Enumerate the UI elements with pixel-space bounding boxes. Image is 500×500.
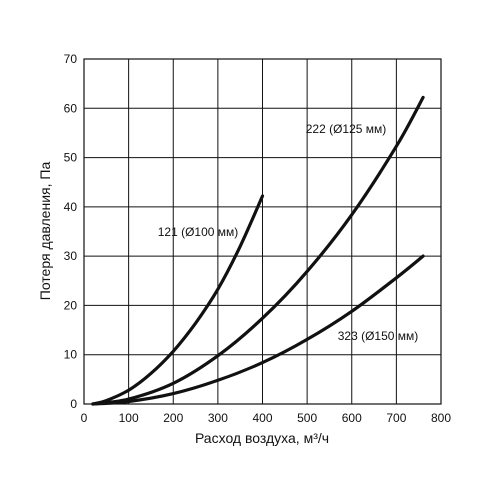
series-line (91, 254, 425, 406)
y-tick-label: 10 (64, 348, 78, 362)
y-tick-label: 0 (70, 397, 77, 411)
y-tick-label: 30 (64, 249, 78, 263)
x-axis-ticks: 0 100 200 300 400 500 600 700 800 (81, 411, 452, 425)
series-layer (91, 95, 425, 406)
series-label: 121 (Ø100 мм) (158, 225, 239, 239)
y-tick-label: 20 (64, 298, 78, 312)
x-tick-label: 800 (431, 411, 451, 425)
y-axis-ticks: 0 10 20 30 40 50 60 70 (64, 52, 78, 411)
y-tick-label: 40 (64, 200, 78, 214)
x-tick-label: 200 (163, 411, 183, 425)
x-tick-label: 300 (208, 411, 228, 425)
series-labels: 121 (Ø100 мм) 222 (Ø125 мм) 323 (Ø150 мм) (158, 122, 419, 343)
x-tick-label: 0 (81, 411, 88, 425)
x-tick-label: 600 (342, 411, 362, 425)
series-line (91, 194, 265, 406)
series-line (91, 95, 425, 406)
x-tick-label: 700 (386, 411, 406, 425)
series-label: 222 (Ø125 мм) (306, 122, 387, 136)
y-tick-label: 70 (64, 52, 78, 66)
grid (84, 59, 441, 404)
x-axis-label: Расход воздуха, м³/ч (195, 430, 329, 446)
x-tick-label: 500 (297, 411, 317, 425)
plot-frame (83, 58, 442, 405)
x-tick-label: 100 (119, 411, 139, 425)
y-axis-label: Потеря давления, Па (37, 162, 53, 301)
y-tick-label: 50 (64, 151, 78, 165)
series-label: 323 (Ø150 мм) (338, 329, 419, 343)
x-tick-label: 400 (252, 411, 272, 425)
y-tick-label: 60 (64, 101, 78, 115)
